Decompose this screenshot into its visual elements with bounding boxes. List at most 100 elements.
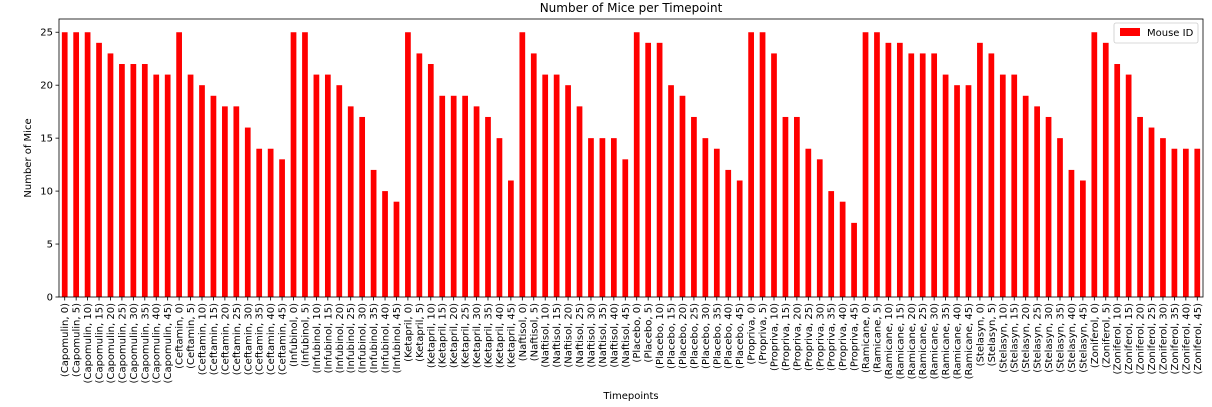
bar (656, 42, 663, 297)
x-tick-label: (Zoniferol, 30) (1158, 303, 1169, 375)
x-tick-label: (Capomulin, 5) (72, 303, 83, 377)
x-tick-label: (Naftisol, 5) (529, 303, 540, 361)
x-tick-label: (Zoniferol, 25) (1147, 303, 1158, 375)
bar (553, 74, 560, 297)
bar (508, 180, 514, 297)
bar (668, 85, 674, 297)
bar (130, 64, 137, 297)
y-tick-label: 25 (40, 28, 53, 39)
x-tick-label: (Stelasyn, 15) (1010, 303, 1021, 373)
x-tick-label: (Placebo, 30) (701, 303, 712, 369)
bar (599, 138, 606, 297)
x-tick-label: (Naftisol, 20) (564, 303, 575, 368)
x-tick-label: (Capomulin, 10) (83, 303, 94, 384)
x-tick-label: (Zoniferol, 10) (1113, 303, 1124, 375)
bar (565, 85, 571, 297)
x-tick-label: (Propriva, 0) (747, 303, 758, 365)
bar (427, 64, 434, 297)
bar (141, 64, 148, 297)
x-tick-label: (Capomulin, 45) (163, 303, 174, 384)
bar (530, 53, 537, 297)
legend: Mouse ID (1113, 22, 1199, 44)
bar (473, 106, 480, 298)
bar (965, 85, 972, 297)
bar (496, 138, 503, 297)
bar (405, 32, 411, 298)
bar (794, 116, 800, 298)
bar (805, 148, 812, 297)
bar (96, 42, 102, 297)
x-tick-label: (Ketapril, 15) (438, 303, 449, 368)
bar (1194, 148, 1201, 297)
bar (931, 53, 938, 297)
bar (645, 42, 652, 297)
x-tick-label: (Capomulin, 35) (140, 303, 151, 384)
bar (382, 191, 388, 297)
x-tick-label: (Ceftamin, 30) (243, 303, 254, 375)
bar (450, 95, 457, 297)
bar (588, 138, 594, 297)
legend-label: Mouse ID (1147, 28, 1194, 39)
x-tick-label: (Infubinol, 35) (369, 303, 380, 373)
bar (336, 85, 343, 297)
x-tick-label: (Stelasyn, 20) (1021, 303, 1032, 373)
x-tick-label: (Ketapril, 10) (426, 303, 437, 368)
x-tick-label: (Zoniferol, 35) (1170, 303, 1181, 375)
x-tick-label: (Infubinol, 40) (381, 303, 392, 373)
bar (1057, 138, 1063, 297)
x-tick-label: (Ketapril, 5) (415, 303, 426, 362)
bar (1171, 148, 1178, 297)
y-axis: 0 5 10 15 20 25 (40, 28, 59, 304)
bars-group (61, 32, 1201, 298)
x-tick-label: (Propriva, 25) (804, 303, 815, 371)
bar (610, 138, 617, 297)
bar (874, 32, 880, 298)
y-tick-label: 0 (47, 293, 53, 304)
bar (908, 53, 915, 297)
bar (942, 74, 949, 297)
bar (1034, 106, 1040, 298)
x-tick-label: (Infubinol, 5) (300, 303, 311, 367)
x-tick-label: (Placebo, 20) (678, 303, 689, 369)
x-tick-label: (Naftisol, 15) (552, 303, 563, 368)
x-tick-label: (Zoniferol, 15) (1124, 303, 1135, 375)
x-tick-label: (Ramicane, 35) (941, 303, 952, 379)
bar (713, 148, 720, 297)
bar (1137, 116, 1143, 298)
bar (73, 32, 80, 298)
bar (107, 53, 114, 297)
bar (748, 32, 754, 298)
y-tick-label: 5 (47, 240, 53, 251)
bar (725, 169, 732, 297)
bar (313, 74, 320, 297)
bar (462, 95, 468, 297)
x-tick-label: (Stelasyn, 5) (987, 303, 998, 366)
x-tick-label: (Zoniferol, 5) (1101, 303, 1112, 368)
legend-swatch (1120, 28, 1140, 36)
bar (324, 74, 331, 297)
bar (1045, 116, 1052, 298)
x-tick-label: (Ceftamin, 40) (266, 303, 277, 375)
x-tick-label: (Placebo, 0) (632, 303, 643, 363)
bar (416, 53, 423, 297)
x-tick-label: (Ramicane, 30) (930, 303, 941, 379)
bar (988, 53, 995, 297)
bar (782, 116, 789, 298)
bar (1114, 64, 1121, 297)
x-tick-label: (Ketapril, 45) (506, 303, 517, 368)
bar (862, 32, 869, 298)
bar (302, 32, 308, 298)
bar (119, 64, 125, 297)
bar (187, 74, 194, 297)
x-tick-label: (Placebo, 5) (644, 303, 655, 363)
bar (1160, 138, 1166, 297)
x-tick-label: (Ketapril, 20) (449, 303, 460, 368)
bar (153, 74, 160, 297)
x-tick-label: (Ramicane, 45) (964, 303, 975, 379)
bar (359, 116, 366, 298)
x-tick-label: (Propriva, 40) (838, 303, 849, 371)
x-tick-label: (Capomulin, 40) (152, 303, 163, 384)
x-tick-label: (Naftisol, 35) (598, 303, 609, 368)
y-tick-label: 10 (40, 187, 53, 198)
x-tick-label: (Ramicane, 0) (861, 303, 872, 373)
